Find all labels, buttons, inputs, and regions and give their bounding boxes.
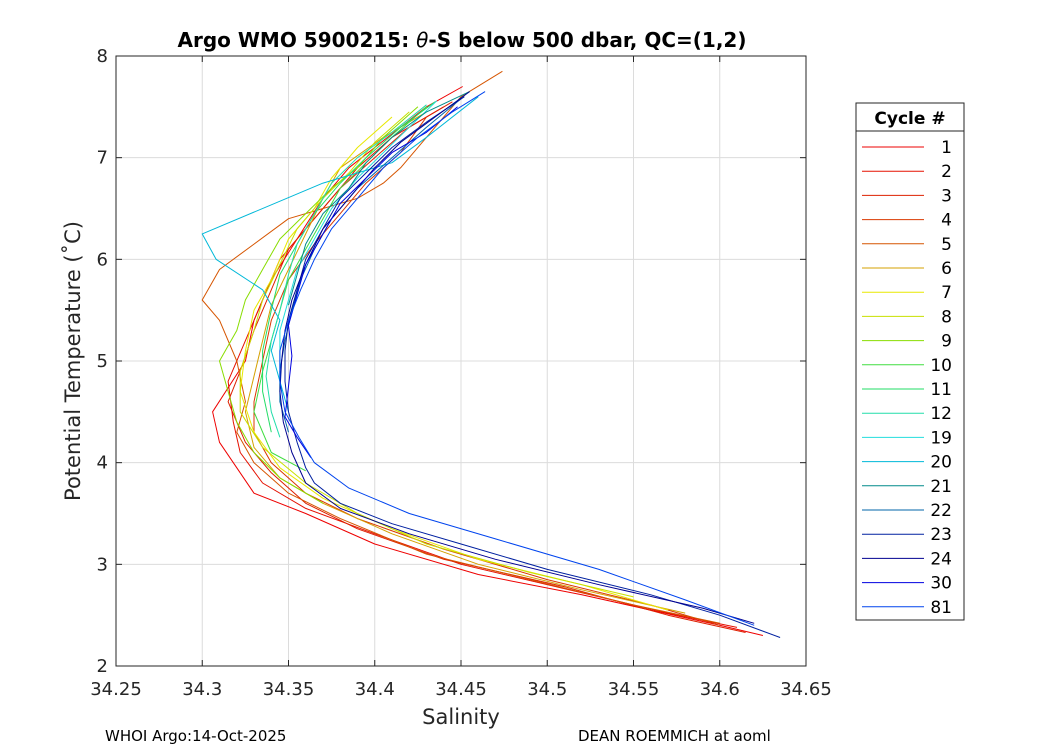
legend-label-cycle-9: 9: [941, 332, 952, 352]
legend-label-cycle-8: 8: [941, 307, 952, 327]
y-tick-label: 4: [97, 453, 108, 474]
series-line-cycle-1: [212, 86, 764, 636]
legend-label-cycle-6: 6: [941, 259, 952, 279]
x-axis-label: Salinity: [422, 705, 500, 729]
legend-label-cycle-1: 1: [941, 138, 952, 158]
series-line-cycle-23: [284, 96, 781, 638]
legend-label-cycle-4: 4: [941, 211, 952, 231]
footer-right: DEAN ROEMMICH at aoml: [578, 727, 771, 745]
x-tick-label: 34.25: [90, 679, 142, 700]
y-tick-label: 8: [97, 46, 108, 67]
series-line-cycle-7: [239, 116, 669, 611]
footer-left: WHOI Argo:14-Oct-2025: [105, 727, 286, 745]
x-tick-label: 34.4: [355, 679, 395, 700]
legend-label-cycle-19: 19: [930, 428, 952, 448]
y-tick-label: 7: [97, 148, 108, 169]
y-tick-label: 3: [97, 554, 108, 575]
series-line-cycle-8: [239, 111, 634, 598]
legend-label-cycle-24: 24: [930, 549, 952, 569]
x-tick-label: 34.65: [780, 679, 832, 700]
series-line-cycle-19: [279, 100, 438, 392]
y-tick-label: 5: [97, 351, 108, 372]
legend-label-cycle-11: 11: [930, 380, 952, 400]
series-line-cycle-81: [279, 91, 755, 626]
legend-label-cycle-2: 2: [941, 162, 952, 182]
series-line-cycle-21: [288, 91, 470, 306]
legend-title: Cycle #: [874, 109, 945, 129]
x-tick-label: 34.6: [700, 679, 740, 700]
legend-label-cycle-22: 22: [930, 501, 952, 521]
chart-title: Argo WMO 5900215: θ-S below 500 dbar, QC…: [178, 28, 747, 52]
x-tick-label: 34.5: [527, 679, 567, 700]
legend-label-cycle-23: 23: [930, 525, 952, 545]
legend-label-cycle-30: 30: [930, 574, 952, 594]
legend-label-cycle-20: 20: [930, 453, 952, 473]
series-line-cycle-20: [201, 96, 479, 412]
x-tick-label: 34.45: [435, 679, 487, 700]
x-tick-label: 34.35: [263, 679, 315, 700]
legend-label-cycle-3: 3: [941, 186, 952, 206]
legend-label-cycle-5: 5: [941, 235, 952, 255]
y-axis-label: Potential Temperature (˚C): [61, 221, 85, 501]
x-tick-label: 34.55: [608, 679, 660, 700]
legend-label-cycle-7: 7: [941, 283, 952, 303]
series-line-cycle-5: [201, 70, 720, 624]
legend-label-cycle-10: 10: [930, 356, 952, 376]
series-layer: [201, 70, 781, 638]
y-tick-label: 6: [97, 249, 108, 270]
legend-label-cycle-12: 12: [930, 404, 952, 424]
legend-label-cycle-21: 21: [930, 477, 952, 497]
series-line-cycle-12: [265, 104, 427, 438]
y-tick-label: 2: [97, 656, 108, 677]
tick-labels: 34.25 34.3 34.35 34.4 34.45 34.5 34.55 34.6 34.6…: [90, 46, 832, 700]
series-line-cycle-30: [284, 106, 458, 458]
series-line-cycle-24: [279, 91, 755, 624]
legend-label-cycle-81: 81: [930, 598, 952, 618]
x-tick-label: 34.3: [182, 679, 222, 700]
